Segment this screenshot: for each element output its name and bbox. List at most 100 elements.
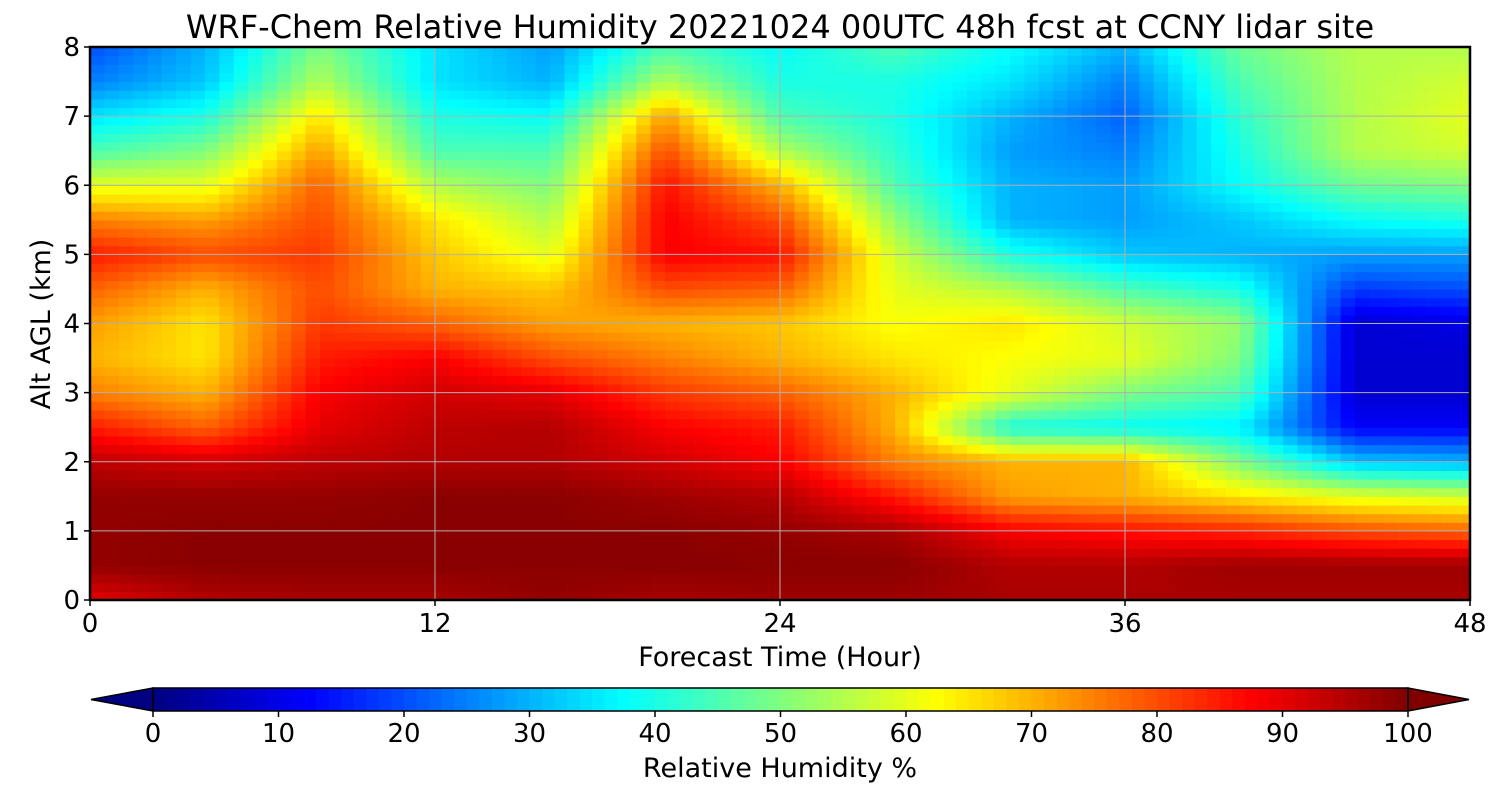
heatmap-cell — [1081, 470, 1097, 480]
heatmap-cell — [837, 522, 853, 532]
heatmap-cell — [1340, 513, 1356, 523]
heatmap-cell — [391, 167, 407, 178]
heatmap-cell — [406, 254, 422, 264]
heatmap-cell — [1283, 159, 1299, 169]
heatmap-cell — [952, 288, 968, 299]
heatmap-cell — [1038, 366, 1054, 376]
heatmap-cell — [650, 349, 666, 359]
heatmap-cell — [1024, 548, 1040, 558]
heatmap-cell — [794, 271, 810, 281]
heatmap-cell — [348, 530, 364, 541]
heatmap-cell — [90, 383, 105, 394]
heatmap-cell — [708, 159, 724, 169]
heatmap-cell — [1268, 323, 1284, 333]
heatmap-cell — [1225, 219, 1241, 230]
heatmap-cell — [708, 392, 724, 402]
heatmap-cell — [348, 159, 364, 169]
heatmap-cell — [1326, 193, 1342, 204]
heatmap-cell — [1240, 383, 1255, 394]
heatmap-cell — [190, 237, 206, 247]
heatmap-cell — [823, 591, 839, 600]
heatmap-cell — [1153, 427, 1169, 437]
heatmap-cell — [535, 539, 551, 549]
heatmap-field — [90, 47, 1470, 600]
heatmap-cell — [1038, 392, 1054, 402]
heatmap-cell — [233, 539, 249, 549]
heatmap-cell — [1326, 314, 1342, 325]
heatmap-cell — [1254, 401, 1270, 411]
heatmap-cell — [521, 565, 537, 575]
heatmap-cell — [348, 479, 364, 489]
heatmap-cell — [420, 453, 436, 463]
heatmap-cell — [1283, 548, 1299, 558]
heatmap-cell — [1355, 167, 1370, 178]
heatmap-cell — [133, 444, 149, 454]
heatmap-cell — [923, 556, 939, 567]
heatmap-cell — [1240, 530, 1255, 541]
heatmap-cell — [895, 513, 910, 523]
heatmap-cell — [1326, 176, 1342, 186]
heatmap-cell — [578, 582, 594, 592]
heatmap-cell — [1110, 219, 1126, 230]
heatmap-cell — [1398, 211, 1414, 221]
heatmap-cell — [693, 427, 709, 437]
heatmap-cell — [478, 418, 494, 428]
heatmap-cell — [1455, 228, 1470, 238]
heatmap-cell — [1355, 245, 1370, 255]
heatmap-cell — [463, 306, 479, 316]
heatmap-cell — [1383, 435, 1399, 446]
heatmap-cell — [923, 340, 939, 351]
heatmap-cell — [808, 228, 824, 238]
heatmap-cell — [1355, 159, 1370, 169]
heatmap-cell — [1240, 418, 1255, 428]
heatmap-cell — [535, 392, 551, 402]
heatmap-cell — [305, 548, 321, 558]
heatmap-cell — [363, 383, 379, 394]
heatmap-cell — [823, 418, 839, 428]
heatmap-cell — [90, 340, 105, 351]
heatmap-cell — [679, 530, 695, 541]
heatmap-cell — [679, 176, 695, 186]
heatmap-cell — [1153, 159, 1169, 169]
heatmap-cell — [1355, 288, 1370, 299]
heatmap-cell — [104, 470, 120, 480]
heatmap-cell — [765, 522, 781, 532]
heatmap-cell — [363, 453, 379, 463]
heatmap-cell — [1412, 193, 1428, 204]
heatmap-cell — [521, 418, 537, 428]
heatmap-cell — [406, 150, 422, 160]
heatmap-cell — [1153, 332, 1169, 342]
heatmap-cell — [1225, 288, 1241, 299]
heatmap-cell — [765, 202, 781, 212]
heatmap-cell — [981, 401, 997, 411]
heatmap-cell — [1125, 349, 1140, 359]
heatmap-cell — [780, 556, 795, 567]
heatmap-cell — [1196, 306, 1212, 316]
heatmap-cell — [1081, 150, 1097, 160]
heatmap-cell — [578, 314, 594, 325]
heatmap-cell — [1053, 392, 1069, 402]
heatmap-cell — [1383, 297, 1399, 307]
heatmap-cell — [1283, 522, 1299, 532]
heatmap-cell — [1240, 513, 1255, 523]
heatmap-cell — [1311, 548, 1327, 558]
heatmap-cell — [535, 504, 551, 515]
heatmap-cell — [995, 487, 1011, 497]
heatmap-cell — [1153, 470, 1169, 480]
heatmap-cell — [363, 340, 379, 351]
heatmap-cell — [895, 427, 910, 437]
heatmap-cell — [751, 358, 767, 368]
heatmap-cell — [1369, 280, 1385, 290]
heatmap-cell — [205, 470, 220, 480]
heatmap-cell — [909, 202, 925, 212]
heatmap-cell — [1240, 522, 1255, 532]
heatmap-cell — [938, 453, 954, 463]
heatmap-cell — [420, 366, 436, 376]
heatmap-cell — [938, 297, 954, 307]
heatmap-cell — [1225, 340, 1241, 351]
heatmap-cell — [1024, 202, 1040, 212]
heatmap-cell — [1412, 401, 1428, 411]
heatmap-cell — [1182, 418, 1198, 428]
heatmap-cell — [1268, 314, 1284, 325]
heatmap-cell — [406, 556, 422, 567]
